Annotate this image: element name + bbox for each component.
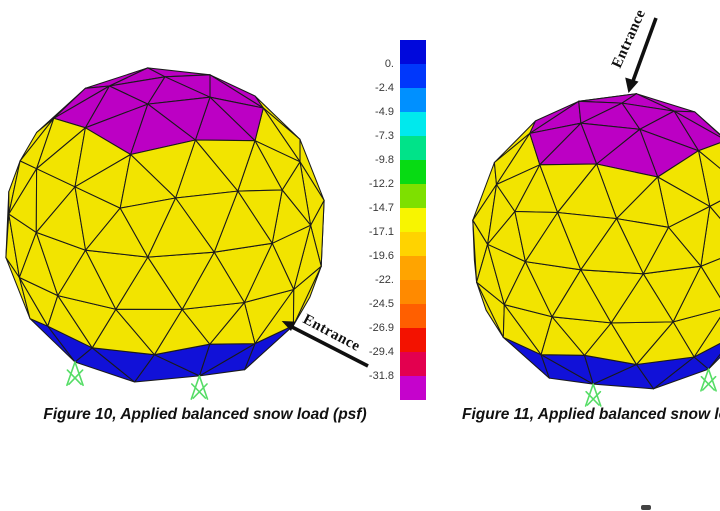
colorbar-tick-label: -31.8: [368, 370, 394, 382]
dome-mesh: [5, 67, 325, 383]
colorbar-tick-label: -19.6: [368, 250, 394, 262]
colorbar-segment: [400, 352, 426, 376]
colorbar-segment: [400, 160, 426, 184]
dome-supports: [66, 361, 209, 400]
colorbar-segment: [400, 256, 426, 280]
entrance-annotation-right: Entrance: [609, 7, 658, 93]
colorbar-tick-label: -14.7: [368, 202, 394, 214]
colorbar-tick-label: -4.9: [375, 106, 394, 118]
cropped-arrow-tip: [641, 505, 651, 510]
colorbar-tick-label: -29.4: [368, 346, 394, 358]
colorbar-scale: [400, 40, 426, 400]
caption-figure-11: Figure 11, Applied balanced snow lo: [462, 406, 720, 423]
dome-visualization-figure-10: [5, 67, 325, 400]
pin-support-glyph: [700, 368, 717, 392]
entrance-arrow-shaft: [291, 325, 369, 368]
colorbar-tick-label: -12.2: [368, 178, 394, 190]
colorbar-segment: [400, 88, 426, 112]
colorbar-tick-label: -9.8: [375, 154, 394, 166]
entrance-label: Entrance: [609, 7, 649, 70]
colorbar-segment: [400, 112, 426, 136]
colorbar-tick-label: -2.4: [375, 82, 394, 94]
colorbar-segment: [400, 40, 426, 64]
colorbar-segment: [400, 136, 426, 160]
colorbar-segment: [400, 184, 426, 208]
dome-face: [697, 142, 720, 170]
colorbar-segment: [400, 64, 426, 88]
caption-figure-10: Figure 10, Applied balanced snow load (p…: [43, 406, 367, 423]
colorbar-segment: [400, 328, 426, 352]
dome-face: [580, 218, 644, 275]
dome-supports: [584, 368, 717, 407]
dome-face: [147, 197, 215, 258]
dome-mesh: [472, 93, 720, 390]
colorbar-segment: [400, 304, 426, 328]
colorbar-tick-label: 0.: [384, 58, 394, 70]
dome-visualization-figure-11: [472, 93, 720, 407]
entrance-arrowhead: [281, 321, 296, 331]
colorbar-segment: [400, 232, 426, 256]
pin-support-glyph: [584, 383, 602, 407]
colorbar-tick-label: -7.3: [375, 130, 394, 142]
colorbar-legend: 0. -2.4 -4.9 -7.3 -9.8 -12.2 -14.7 -17.1 -19.6 -2…: [356, 40, 428, 402]
entrance-arrowhead: [625, 77, 639, 93]
colorbar-tick-label: -26.9: [368, 322, 394, 334]
entrance-annotation-left: Entrance: [281, 311, 369, 368]
colorbar-tick-label: -22.: [375, 274, 394, 286]
entrance-arrow-shaft: [631, 17, 658, 82]
colorbar-tick-label: -24.5: [368, 298, 394, 310]
colorbar-segment: [400, 376, 426, 400]
colorbar-segment: [400, 280, 426, 304]
pin-support-glyph: [66, 361, 84, 387]
colorbar-segment: [400, 208, 426, 232]
pin-support-glyph: [190, 375, 209, 400]
colorbar-tick-label: -17.1: [368, 226, 394, 238]
